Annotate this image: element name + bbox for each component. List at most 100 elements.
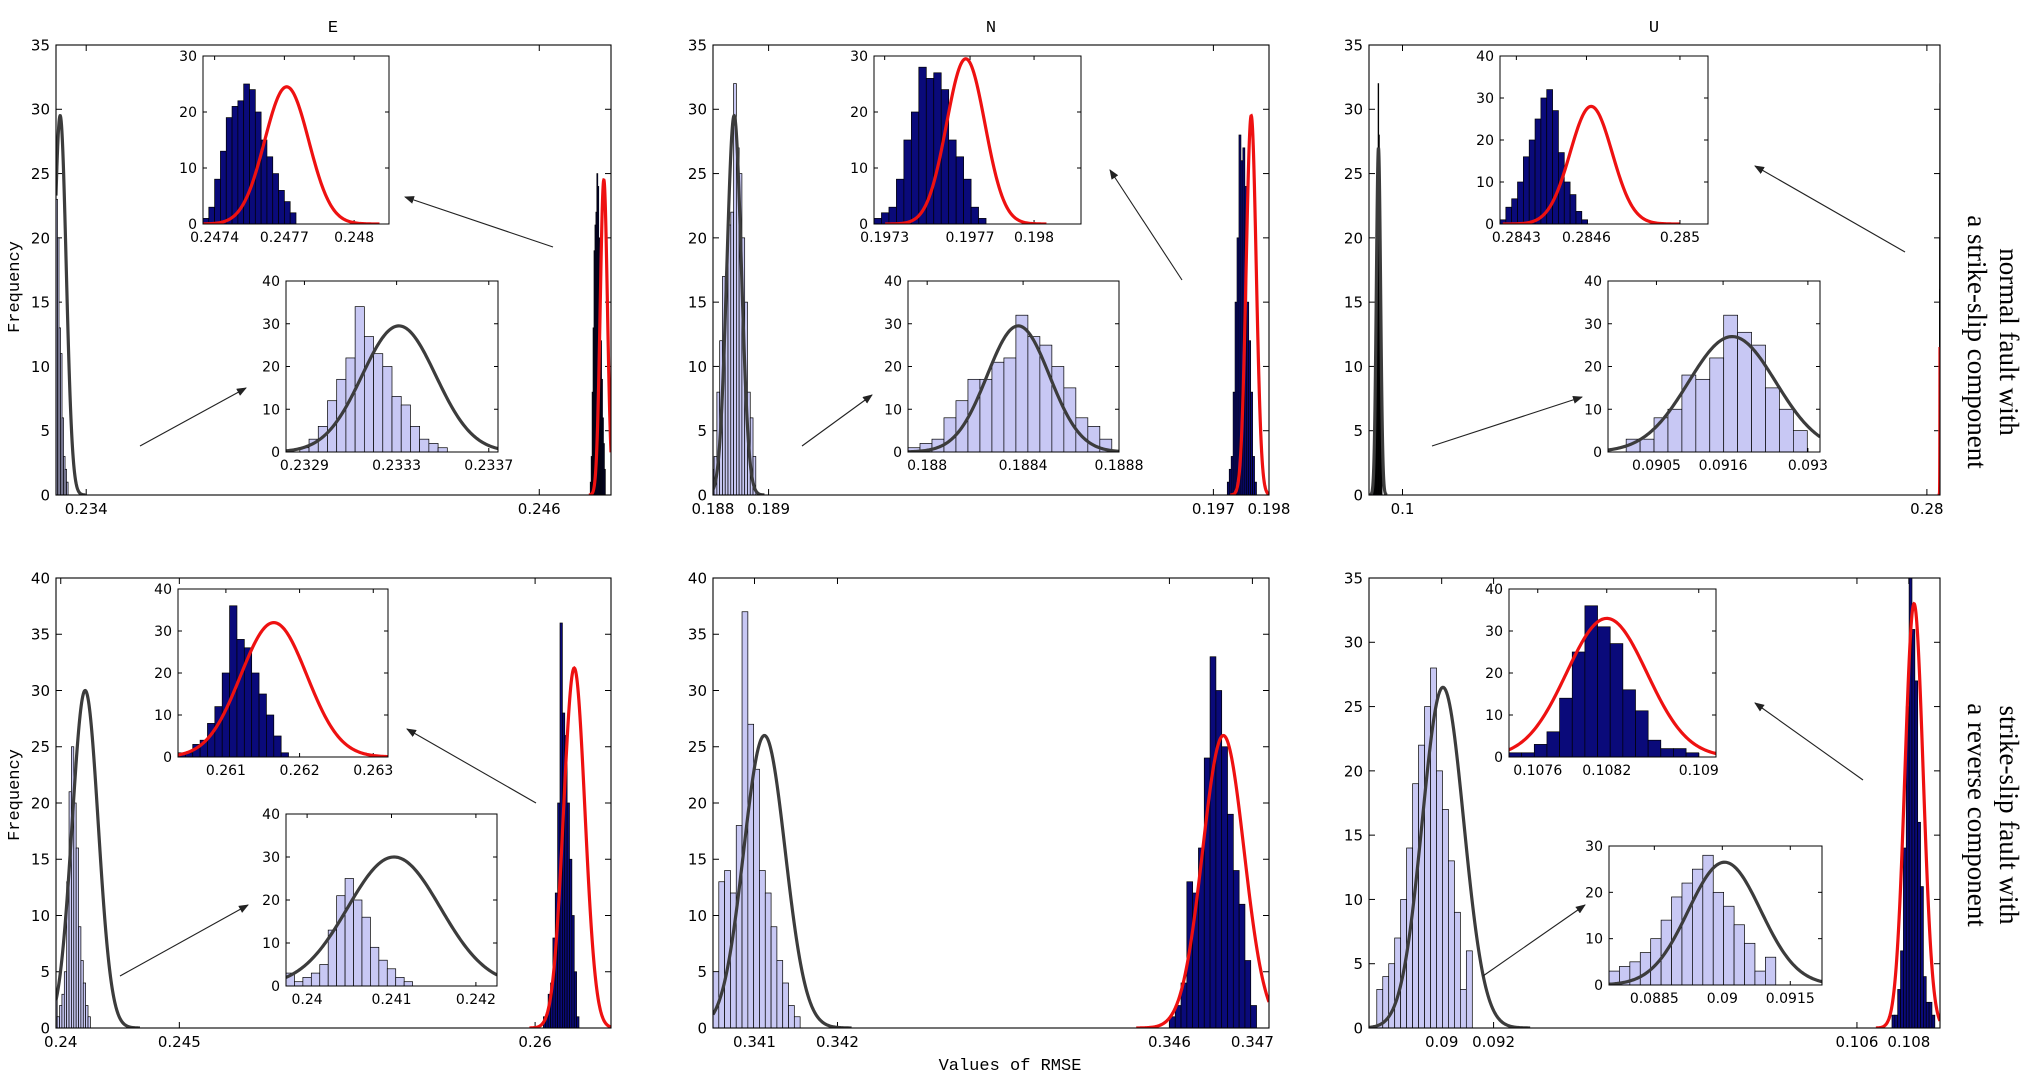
histogram-bar bbox=[420, 439, 429, 452]
histogram-bar bbox=[83, 983, 85, 1028]
row-label-top: normal fault with a strike-slip componen… bbox=[1955, 167, 2020, 517]
y-tick-label: 20 bbox=[1584, 360, 1602, 376]
histogram-bar bbox=[1251, 1006, 1257, 1029]
row-label-bottom-line2: a reverse component bbox=[1961, 640, 1993, 990]
histogram-bar bbox=[1506, 207, 1512, 224]
histogram-bar bbox=[1793, 431, 1807, 452]
y-tick-label: 10 bbox=[1344, 358, 1363, 376]
y-tick-label: 30 bbox=[1344, 634, 1363, 652]
histogram-bar bbox=[401, 405, 410, 452]
histogram-bar bbox=[438, 448, 447, 452]
x-tick-label: 0.0915 bbox=[1766, 991, 1815, 1007]
histogram-bar bbox=[1509, 753, 1522, 757]
histogram-bar bbox=[992, 362, 1004, 452]
y-tick-label: 10 bbox=[31, 907, 50, 925]
y-tick-label: 30 bbox=[1344, 101, 1363, 119]
y-tick-label: 15 bbox=[1344, 294, 1363, 312]
x-tick-label: 0.242 bbox=[456, 992, 496, 1008]
histogram-bar bbox=[1460, 989, 1466, 1028]
histogram-bar bbox=[941, 90, 948, 224]
histogram-bar bbox=[1523, 157, 1529, 224]
histogram-bar bbox=[1636, 711, 1649, 757]
y-tick-label: 40 bbox=[262, 274, 280, 290]
histogram-bar bbox=[320, 965, 328, 987]
row-label-bottom-line1: strike-slip fault with bbox=[1993, 640, 2020, 990]
y-tick-label: 0 bbox=[1593, 445, 1602, 461]
y-tick-label: 25 bbox=[1344, 165, 1363, 183]
y-tick-label: 10 bbox=[688, 907, 707, 925]
x-tick-label: 0.092 bbox=[1472, 1033, 1515, 1051]
row-label-top-line2: a strike-slip component bbox=[1961, 167, 1993, 517]
y-tick-label: 5 bbox=[1353, 422, 1363, 440]
y-tick-label: 20 bbox=[884, 360, 902, 376]
histogram-bar bbox=[1734, 925, 1744, 985]
y-tick-label: 40 bbox=[154, 582, 172, 598]
x-tick-label: 0.09 bbox=[1425, 1033, 1458, 1051]
y-tick-label: 5 bbox=[40, 422, 50, 440]
histogram-bar bbox=[1541, 98, 1547, 224]
x-tick-label: 0.093 bbox=[1788, 458, 1828, 474]
histogram-bar bbox=[1004, 358, 1016, 452]
y-tick-label: 10 bbox=[1584, 402, 1602, 418]
histogram-bar bbox=[362, 917, 370, 986]
histogram-bar bbox=[294, 982, 302, 986]
histogram-bar bbox=[771, 927, 777, 1028]
y-tick-label: 10 bbox=[179, 161, 197, 177]
y-tick-label: 20 bbox=[1485, 666, 1503, 682]
histogram-bar bbox=[1686, 753, 1699, 757]
x-tick-label: 0.1076 bbox=[1513, 763, 1562, 779]
y-tick-label: 10 bbox=[1476, 175, 1494, 191]
histogram-bar bbox=[1233, 871, 1239, 1029]
row-label-bottom: strike-slip fault with a reverse compone… bbox=[1955, 640, 2020, 990]
histogram-bar bbox=[1640, 953, 1650, 985]
y-tick-label: 5 bbox=[1353, 955, 1363, 973]
y-tick-label: 0 bbox=[893, 445, 902, 461]
x-tick-label: 0.2843 bbox=[1492, 230, 1541, 246]
histogram-bar bbox=[754, 769, 760, 1028]
x-tick-label: 0.0905 bbox=[1632, 458, 1681, 474]
y-tick-label: 30 bbox=[154, 624, 172, 640]
y-tick-label: 0 bbox=[1594, 978, 1603, 994]
x-tick-label: 0.346 bbox=[1148, 1033, 1191, 1051]
x-axis-label: Values of RMSE bbox=[860, 1057, 1160, 1079]
histogram-bar bbox=[1713, 892, 1723, 985]
histogram-bar bbox=[281, 753, 288, 757]
x-tick-label: 0.1977 bbox=[946, 230, 995, 246]
histogram-bar bbox=[64, 972, 66, 1028]
y-tick-label: 5 bbox=[697, 963, 707, 981]
histogram-bar bbox=[1572, 652, 1585, 757]
y-tick-label: 10 bbox=[884, 402, 902, 418]
x-tick-label: 0.234 bbox=[65, 500, 108, 518]
y-tick-label: 20 bbox=[262, 360, 280, 376]
x-tick-label: 0.26 bbox=[518, 1033, 551, 1051]
y-axis-label-top: Frequency bbox=[6, 237, 30, 337]
histogram-bar bbox=[1915, 681, 1918, 1028]
histogram-bar bbox=[1779, 409, 1793, 452]
y-tick-label: 10 bbox=[688, 358, 707, 376]
y-tick-label: 10 bbox=[262, 402, 280, 418]
histogram-bar bbox=[311, 973, 319, 986]
y-tick-label: 0 bbox=[271, 445, 280, 461]
histogram-bar bbox=[1710, 358, 1724, 452]
y-tick-label: 35 bbox=[1344, 36, 1363, 54]
histogram-bar bbox=[429, 443, 438, 452]
histogram-bar bbox=[1765, 957, 1775, 985]
pointer-arrow bbox=[1483, 905, 1585, 976]
y-tick-label: 25 bbox=[31, 165, 50, 183]
histogram-bar bbox=[259, 694, 266, 757]
histogram-bar bbox=[1921, 887, 1924, 1028]
x-tick-label: 0.285 bbox=[1660, 230, 1700, 246]
y-tick-label: 35 bbox=[31, 626, 50, 644]
histogram-bar bbox=[1210, 657, 1216, 1028]
histogram-bar bbox=[964, 179, 971, 224]
y-tick-label: 15 bbox=[31, 851, 50, 869]
x-tick-label: 0.109 bbox=[1679, 763, 1719, 779]
histogram-bar bbox=[273, 174, 279, 224]
histogram-bar bbox=[794, 1017, 800, 1028]
histogram-bar bbox=[404, 982, 412, 986]
pointer-arrow bbox=[1110, 170, 1182, 280]
